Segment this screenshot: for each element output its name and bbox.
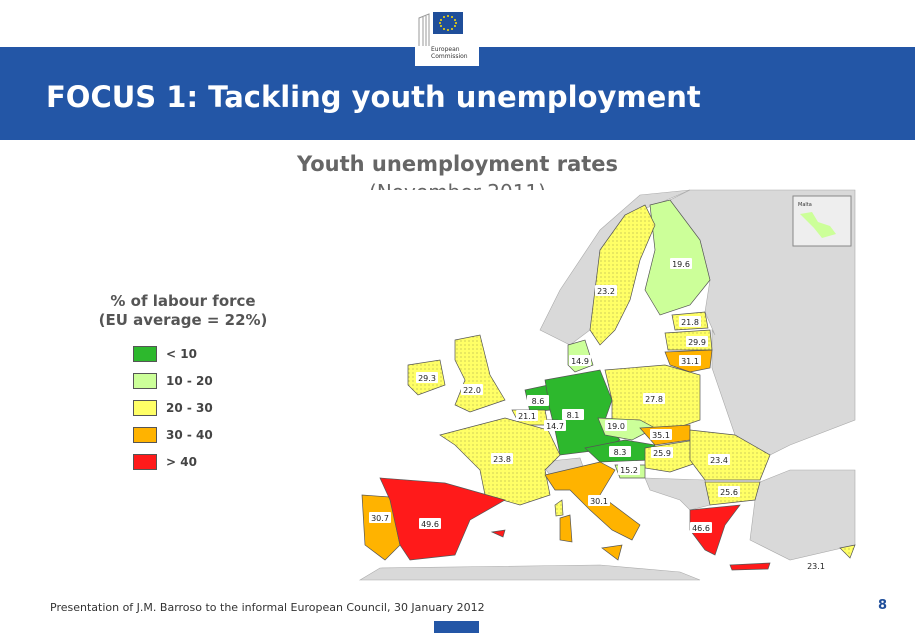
value-label-bulgaria: 25.6 (718, 486, 740, 497)
value-text: 30.1 (590, 497, 608, 506)
bottom-bar (434, 621, 479, 633)
country-spain (490, 529, 506, 538)
value-text: 30.7 (371, 514, 389, 523)
value-label-ireland: 29.3 (416, 372, 438, 383)
value-text: 21.1 (518, 412, 536, 421)
value-text: 35.1 (652, 431, 670, 440)
legend-item: 20 - 30 (133, 400, 213, 416)
value-text: 14.9 (571, 357, 589, 366)
value-label-latvia: 29.9 (686, 336, 708, 347)
value-label-slovakia: 35.1 (650, 429, 672, 440)
value-text: 14.7 (546, 422, 564, 431)
value-label-lithuania: 31.1 (679, 355, 701, 366)
value-label-united-kingdom: 22.0 (461, 384, 483, 395)
value-label-sweden: 23.2 (595, 285, 617, 296)
legend-label: 20 - 30 (166, 401, 213, 415)
value-label-france: 23.8 (491, 453, 513, 464)
value-text: 22.0 (463, 386, 481, 395)
legend-label: 30 - 40 (166, 428, 213, 442)
value-text: 23.4 (710, 456, 728, 465)
svg-text:Malta: Malta (798, 202, 812, 208)
value-text: 23.2 (597, 287, 615, 296)
country-italy (601, 544, 623, 561)
value-text: 8.6 (532, 397, 545, 406)
non-eu-land (358, 189, 856, 581)
value-text: 29.9 (688, 338, 706, 347)
country-greece (729, 562, 771, 571)
value-label-hungary: 25.9 (651, 447, 673, 458)
dot-pattern (590, 205, 655, 345)
value-label-poland: 27.8 (643, 393, 665, 404)
value-label-finland: 19.6 (670, 258, 692, 269)
value-text: 27.8 (645, 395, 663, 404)
value-text: 49.6 (421, 520, 439, 529)
legend-item: < 10 (133, 346, 197, 362)
country-portugal (361, 494, 401, 561)
value-label-belgium: 21.1 (516, 410, 538, 421)
value-text: 46.6 (692, 524, 710, 533)
legend-swatch (133, 346, 157, 362)
legend-swatch (133, 400, 157, 416)
value-label-netherlands: 8.6 (527, 395, 549, 406)
legend-item: > 40 (133, 454, 197, 470)
malta-inset: Malta (792, 195, 852, 247)
country-finland (644, 199, 711, 316)
legend-label: < 10 (166, 347, 197, 361)
value-text: 29.3 (418, 374, 436, 383)
legend-heading: % of labour force (110, 292, 256, 310)
slide-title: FOCUS 1: Tackling youth unemployment (46, 80, 701, 114)
value-text: 21.8 (681, 318, 699, 327)
footer-text: Presentation of J.M. Barroso to the info… (50, 601, 485, 614)
value-text: 8.3 (614, 448, 627, 457)
value-label-luxembourg: 14.7 (544, 420, 566, 431)
value-text: 8.1 (567, 411, 580, 420)
value-label-germany: 8.1 (562, 409, 584, 420)
european-commission-logo: European Commission (415, 8, 479, 66)
value-text: 19.0 (607, 422, 625, 431)
value-label-romania: 23.4 (708, 454, 730, 465)
value-text: 15.2 (620, 466, 638, 475)
legend-swatch (133, 373, 157, 389)
value-text: 19.6 (672, 260, 690, 269)
map-title: Youth unemployment rates (296, 152, 619, 176)
value-label-austria: 8.3 (609, 446, 631, 457)
legend-label: > 40 (166, 455, 197, 469)
logo-text: European Commission (431, 46, 468, 60)
value-label-estonia: 21.8 (679, 316, 701, 327)
legend-item: 30 - 40 (133, 427, 213, 443)
legend-label: 10 - 20 (166, 374, 213, 388)
value-text: 23.1 (807, 562, 825, 571)
country-italy (559, 514, 573, 543)
value-label-italy: 30.1 (588, 495, 610, 506)
value-text: 25.9 (653, 449, 671, 458)
value-label-czech-republic: 19.0 (605, 420, 627, 431)
value-label-denmark: 14.9 (569, 355, 591, 366)
dot-pattern (555, 500, 563, 516)
value-text: 31.1 (681, 357, 699, 366)
value-label-portugal: 30.7 (369, 512, 391, 523)
legend-item: 10 - 20 (133, 373, 213, 389)
value-label-cyprus: 23.1 (807, 562, 825, 571)
page-number: 8 (878, 598, 888, 613)
legend-subheading: (EU average = 22%) (98, 311, 268, 329)
value-label-greece: 46.6 (690, 522, 712, 533)
value-text: 23.8 (493, 455, 511, 464)
value-text: 25.6 (720, 488, 738, 497)
legend-swatch (133, 427, 157, 443)
value-label-spain: 49.6 (419, 518, 441, 529)
value-label-slovenia: 15.2 (618, 464, 640, 475)
legend-swatch (133, 454, 157, 470)
dot-pattern (840, 545, 855, 558)
country-spain (379, 477, 506, 561)
